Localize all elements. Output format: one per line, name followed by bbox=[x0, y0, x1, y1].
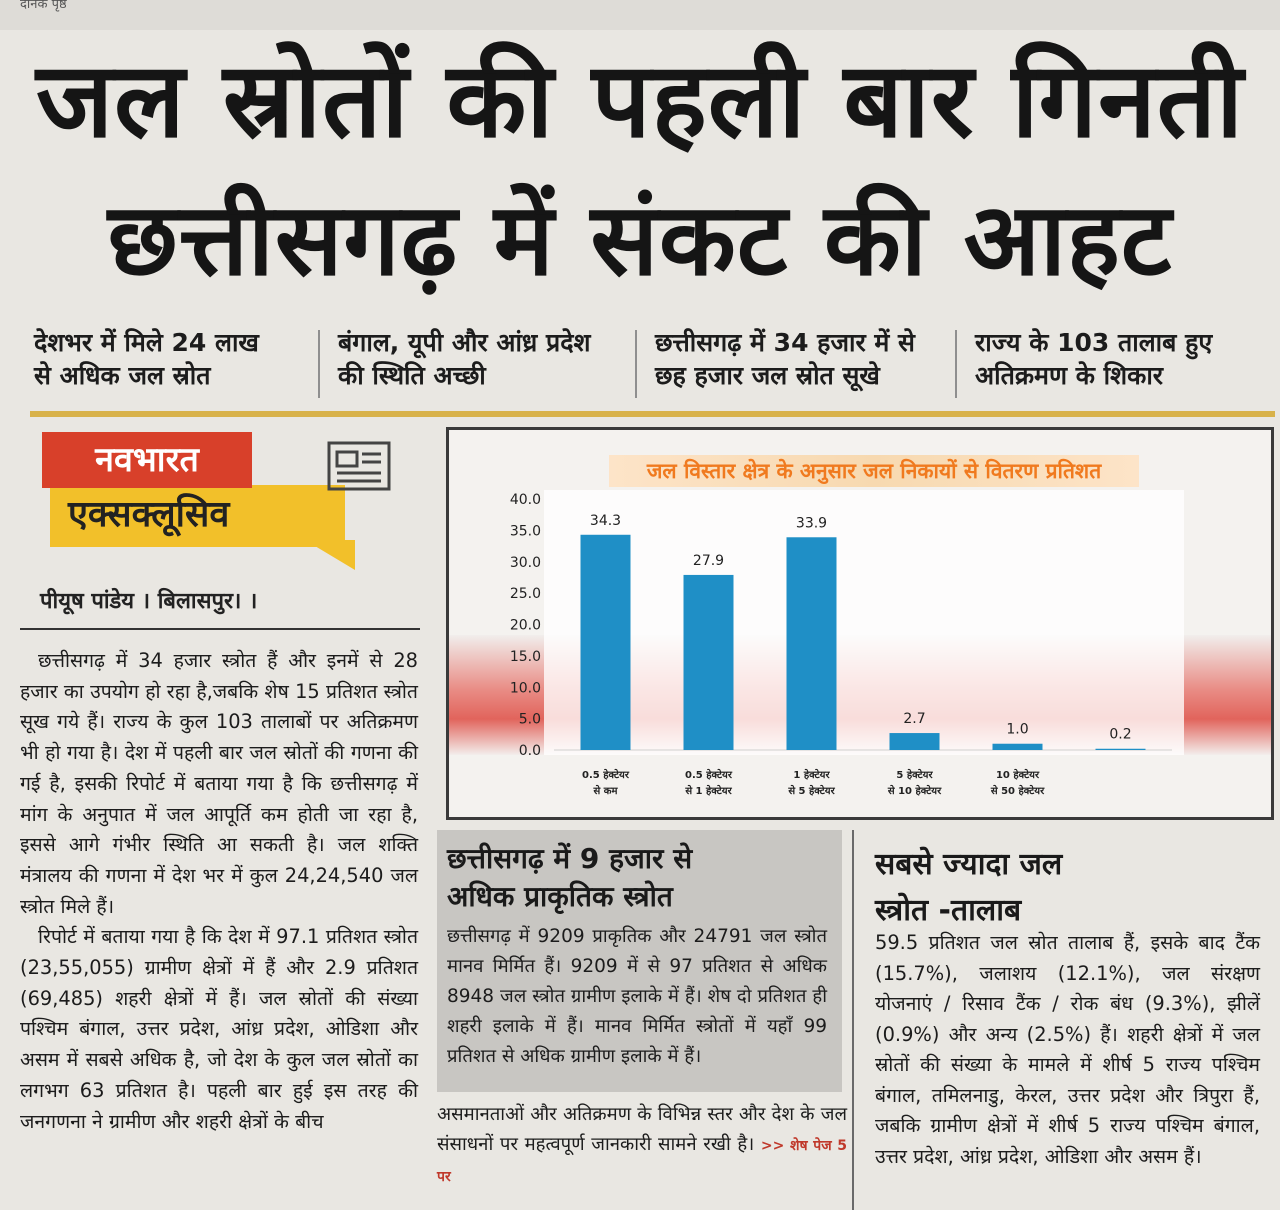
badge-exclusive: एक्सक्लूसिव bbox=[50, 485, 345, 547]
y-tick-label: 25.0 bbox=[510, 586, 541, 602]
x-tick-label: से 10 हेक्टेयर bbox=[887, 784, 942, 797]
bar-chart: 0.0 5.0 10.0 15.0 20.0 25.0 30.0 35.0 40.0 34.3 0.… bbox=[510, 492, 1172, 797]
mid-feature-box bbox=[437, 830, 842, 1092]
data-label: 33.9 bbox=[796, 515, 827, 531]
data-label: 34.3 bbox=[590, 513, 621, 529]
data-label: 0.2 bbox=[1109, 727, 1131, 743]
x-tick-label: 0.5 हेक्टेयर bbox=[582, 768, 630, 781]
subhead-3-line-2: छह हजार जल स्रोत सूखे bbox=[655, 361, 880, 390]
mid-feature-heading-line-2: अधिक प्राकृतिक स्त्रोत bbox=[447, 880, 673, 913]
bar bbox=[992, 743, 1043, 750]
y-tick-label: 10.0 bbox=[510, 680, 541, 696]
x-tick-label: 10 हेक्टेयर bbox=[996, 768, 1040, 781]
y-tick-label: 5.0 bbox=[519, 712, 541, 728]
right-feature-heading-line-2: स्त्रोत -तालाब bbox=[875, 893, 1022, 928]
bar bbox=[683, 574, 734, 750]
subhead-1-line-1: देशभर में मिले 24 लाख bbox=[34, 328, 259, 357]
bar bbox=[580, 534, 631, 750]
subhead-divider bbox=[635, 330, 637, 398]
chart-title: जल विस्तार क्षेत्र के अनुसार जल निकायों … bbox=[646, 459, 1102, 483]
byline: पीयूष पांडेय । बिलासपुर। । bbox=[40, 589, 258, 614]
page-top-strip: दैनिक पृष्ठ bbox=[0, 0, 1280, 30]
bar bbox=[889, 733, 940, 750]
mid-feature-heading: छत्तीसगढ़ में 9 हजार से अधिक प्राकृतिक स… bbox=[447, 840, 692, 916]
data-label: 1.0 bbox=[1006, 722, 1028, 738]
chart-box: जल विस्तार क्षेत्र के अनुसार जल निकायों … bbox=[446, 427, 1274, 820]
mid-feature-heading-line-1: छत्तीसगढ़ में 9 हजार से bbox=[447, 842, 693, 875]
mid-bottom-text-body: असमानताओं और अतिक्रमण के विभिन्न स्तर और… bbox=[437, 1104, 847, 1155]
headline-line-2: छत्तीसगढ़ में संकट की आहट bbox=[107, 181, 1173, 298]
data-label: 27.9 bbox=[693, 553, 724, 569]
data-label: 2.7 bbox=[903, 711, 925, 727]
x-tick-label: से 50 हेक्टेयर bbox=[990, 784, 1045, 797]
x-tick-label: 0.5 हेक्टेयर bbox=[685, 768, 733, 781]
chart-plot-panel bbox=[544, 490, 1184, 755]
left-article-paragraph-1: छत्तीसगढ़ में 34 हजार स्त्रोत हैं और इनम… bbox=[20, 649, 418, 918]
subheads-row: देशभर में मिले 24 लाख से अधिक जल स्रोत बं… bbox=[0, 326, 1280, 406]
subhead-4-line-1: राज्य के 103 तालाब हुए bbox=[975, 328, 1213, 357]
column-divider bbox=[852, 830, 854, 1210]
mid-feature-text: छत्तीसगढ़ में 9209 प्राकृतिक और 24791 जल… bbox=[447, 926, 827, 1067]
y-tick-label: 30.0 bbox=[510, 555, 541, 571]
headline-line-1: जल स्रोतों की पहली बार गिनती bbox=[35, 39, 1245, 161]
subhead-4: राज्य के 103 तालाब हुए अतिक्रमण के शिकार bbox=[975, 326, 1212, 392]
right-feature-text: 59.5 प्रतिशत जल स्रोत तालाब हैं, इसके बा… bbox=[875, 931, 1260, 1168]
y-tick-label: 35.0 bbox=[510, 523, 541, 539]
subhead-2-line-1: बंगाल, यूपी और आंध्र प्रदेश bbox=[338, 328, 591, 357]
y-tick-label: 15.0 bbox=[510, 649, 541, 665]
x-tick-label: से 1 हेक्टेयर bbox=[684, 784, 732, 797]
subhead-2-line-2: की स्थिति अच्छी bbox=[338, 361, 486, 390]
bar bbox=[1095, 748, 1146, 750]
y-tick-label: 40.0 bbox=[510, 492, 541, 508]
subhead-divider bbox=[318, 330, 320, 398]
y-tick-label: 0.0 bbox=[519, 743, 541, 759]
right-feature-heading: सबसे ज्यादा जल स्त्रोत -तालाब bbox=[875, 842, 1062, 934]
x-tick-label: 1 हेक्टेयर bbox=[793, 768, 830, 781]
subhead-3-line-1: छत्तीसगढ़ में 34 हजार में से bbox=[655, 328, 915, 357]
subhead-4-line-2: अतिक्रमण के शिकार bbox=[975, 361, 1164, 390]
subhead-3: छत्तीसगढ़ में 34 हजार में से छह हजार जल स… bbox=[655, 326, 915, 392]
chart-title-background bbox=[609, 455, 1139, 487]
subhead-1-line-2: से अधिक जल स्रोत bbox=[34, 361, 211, 390]
subhead-1: देशभर में मिले 24 लाख से अधिक जल स्रोत bbox=[34, 326, 259, 392]
left-article: छत्तीसगढ़ में 34 हजार स्त्रोत हैं और इनम… bbox=[20, 646, 418, 1137]
x-tick-label: 5 हेक्टेयर bbox=[896, 768, 933, 781]
right-feature-heading-line-1: सबसे ज्यादा जल bbox=[875, 847, 1063, 882]
byline-rule bbox=[20, 628, 420, 630]
y-tick-label: 20.0 bbox=[510, 618, 541, 634]
left-article-paragraph-2: रिपोर्ट में बताया गया है कि देश में 97.1… bbox=[20, 925, 418, 1133]
x-tick-label: से कम bbox=[593, 784, 619, 797]
section-divider bbox=[30, 411, 1275, 417]
mid-bottom-text: असमानताओं और अतिक्रमण के विभिन्न स्तर और… bbox=[437, 1100, 847, 1192]
continued-page-link[interactable]: >> शेष पेज 5 पर bbox=[437, 1138, 847, 1185]
x-tick-label: से 5 हेक्टेयर bbox=[787, 784, 835, 797]
bar bbox=[786, 537, 837, 750]
badge-brand: नवभारत bbox=[42, 432, 252, 488]
subhead-divider bbox=[955, 330, 957, 398]
top-strip-text: दैनिक पृष्ठ bbox=[20, 0, 67, 12]
subhead-2: बंगाल, यूपी और आंध्र प्रदेश की स्थिति अच्… bbox=[338, 326, 591, 392]
newspaper-icon bbox=[327, 441, 391, 491]
